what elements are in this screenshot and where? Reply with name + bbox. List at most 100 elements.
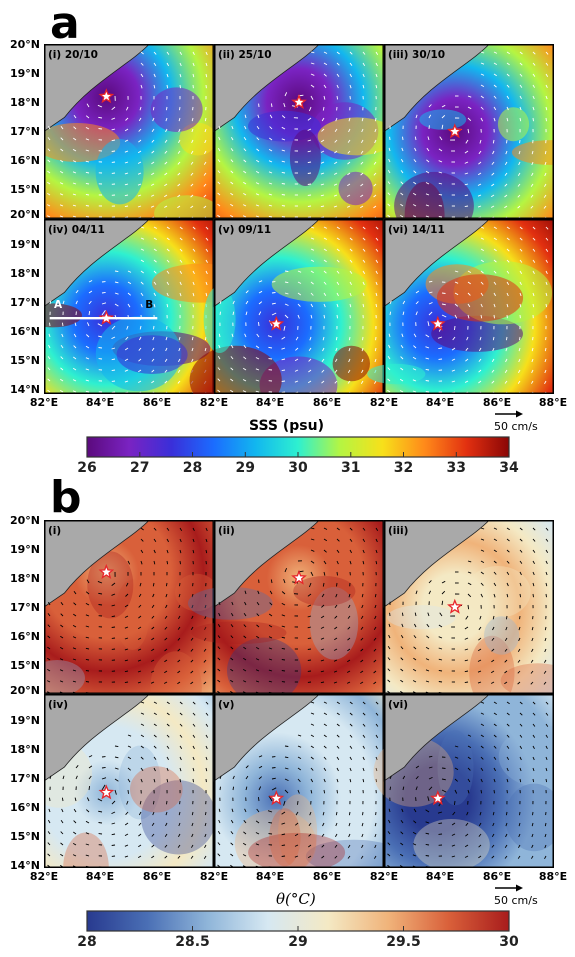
current-vector: [307, 161, 312, 164]
current-vector: [166, 292, 169, 297]
current-vector: [373, 150, 377, 154]
current-vector: [399, 853, 404, 857]
current-vector: [242, 367, 247, 371]
current-vector: [480, 237, 485, 240]
current-vector: [295, 822, 299, 826]
current-vector: [192, 767, 195, 772]
current-vector: [374, 139, 377, 144]
current-vector: [362, 701, 366, 705]
current-vector: [179, 538, 182, 543]
current-vector: [205, 73, 208, 78]
current-vector: [205, 51, 208, 56]
current-vector: [310, 237, 315, 240]
current-vector: [545, 723, 549, 727]
lat-label: 19°N: [9, 238, 40, 251]
current-vector: [297, 778, 301, 782]
current-vector: [297, 281, 302, 284]
lat-label: 19°N: [9, 543, 40, 556]
current-vector: [114, 281, 119, 284]
current-vector: [478, 844, 482, 848]
current-vector: [465, 358, 469, 362]
current-vector: [425, 204, 430, 207]
current-vector: [334, 139, 338, 143]
current-vector: [230, 159, 234, 163]
current-vector: [86, 797, 90, 802]
current-vector: [177, 844, 181, 848]
current-vector: [166, 538, 169, 543]
current-vector: [164, 194, 168, 198]
current-vector: [281, 347, 286, 350]
current-vector: [465, 139, 469, 144]
map-panel: (iii) 30/10: [383, 44, 554, 249]
current-vector: [544, 369, 547, 374]
current-vector: [203, 855, 207, 859]
current-vector: [243, 159, 247, 163]
current-vector: [374, 380, 377, 384]
current-vector: [204, 128, 207, 133]
current-vector: [307, 380, 312, 384]
current-vector: [544, 844, 547, 849]
current-vector: [465, 833, 469, 837]
theta-panel-grid: (i) (ii) (iii)(iv) (v) (vi): [44, 520, 554, 868]
current-vector: [140, 237, 145, 240]
current-vector: [362, 778, 365, 783]
current-vector: [348, 347, 351, 352]
current-vector: [333, 205, 338, 208]
lat-label: 14°N: [9, 859, 40, 872]
current-vector: [544, 183, 547, 187]
current-vector: [452, 336, 456, 341]
current-vector: [505, 615, 508, 620]
current-vector: [530, 681, 534, 685]
current-vector: [519, 226, 523, 230]
lat-label: 15°N: [9, 659, 40, 672]
current-vector: [177, 648, 181, 652]
field-blob: [497, 107, 530, 142]
current-vector: [505, 811, 508, 816]
current-vector: [519, 560, 523, 564]
current-vector: [73, 345, 77, 349]
current-vector: [532, 303, 535, 308]
current-vector: [506, 51, 510, 55]
current-vector: [230, 215, 234, 218]
current-vector: [230, 170, 234, 174]
current-vector: [415, 590, 418, 595]
current-vector: [307, 659, 312, 661]
current-vector: [165, 128, 168, 133]
current-vector: [151, 150, 155, 154]
current-vector: [284, 92, 288, 97]
current-vector: [491, 833, 495, 838]
current-vector: [307, 150, 312, 153]
current-vector: [192, 270, 195, 275]
current-vector: [204, 336, 207, 341]
current-vector: [412, 668, 417, 672]
current-vector: [441, 114, 446, 119]
current-vector: [111, 369, 116, 372]
current-vector: [101, 766, 106, 769]
current-vector: [137, 194, 142, 197]
current-vector: [179, 84, 181, 89]
current-vector: [166, 73, 169, 78]
current-vector: [387, 192, 391, 196]
current-vector: [137, 150, 142, 154]
current-vector: [72, 171, 77, 174]
current-vector: [335, 822, 338, 827]
current-vector: [140, 723, 145, 726]
current-vector: [127, 767, 131, 771]
current-vector: [114, 270, 119, 273]
current-vector: [545, 226, 549, 230]
current-vector: [491, 369, 495, 373]
current-vector: [152, 582, 155, 587]
current-vector: [203, 161, 207, 165]
current-vector: [454, 767, 459, 771]
current-vector: [518, 150, 521, 155]
current-vector: [140, 778, 143, 783]
current-vector: [402, 786, 405, 791]
current-vector: [335, 117, 338, 122]
current-vector: [271, 312, 277, 316]
current-vector: [362, 756, 365, 761]
current-vector: [477, 670, 482, 673]
current-vector: [255, 669, 260, 672]
current-vector: [140, 270, 144, 274]
current-vector: [177, 626, 181, 630]
current-vector: [165, 822, 168, 827]
